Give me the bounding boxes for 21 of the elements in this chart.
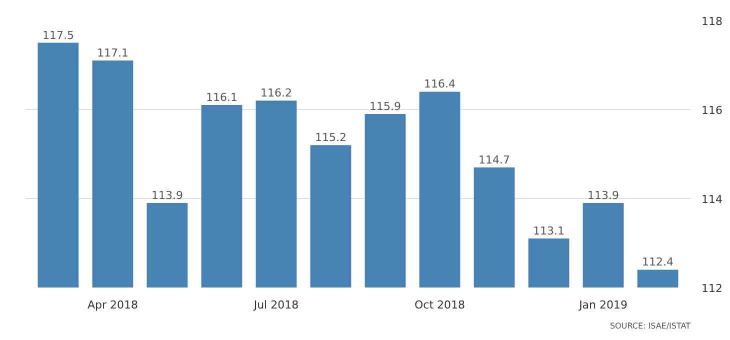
data-label: 114.7	[478, 153, 510, 166]
y-tick-label: 116	[702, 104, 722, 117]
data-label: 112.4	[642, 256, 674, 269]
x-tick-label: Jan 2019	[578, 298, 628, 312]
data-label: 113.9	[588, 188, 620, 202]
data-label: 116.4	[424, 78, 456, 91]
x-tick-label: Apr 2018	[87, 298, 138, 312]
y-tick-label: 112	[702, 282, 722, 295]
x-tick-label: Jul 2018	[252, 298, 299, 312]
data-label: 117.1	[96, 46, 128, 60]
data-label: 116.2	[260, 86, 292, 100]
y-tick-label: 114	[702, 193, 722, 206]
data-label: 116.1	[206, 91, 238, 104]
x-tick-label: Oct 2018	[414, 298, 466, 312]
data-label: 115.2	[315, 131, 346, 144]
data-label: 115.9	[370, 100, 402, 113]
data-label: 117.5	[42, 28, 74, 42]
y-tick-label: 118	[702, 15, 722, 28]
data-label: 113.9	[151, 188, 183, 202]
source-note: SOURCE: ISAE/ISTAT	[610, 322, 691, 330]
data-label: 113.1	[533, 224, 565, 238]
